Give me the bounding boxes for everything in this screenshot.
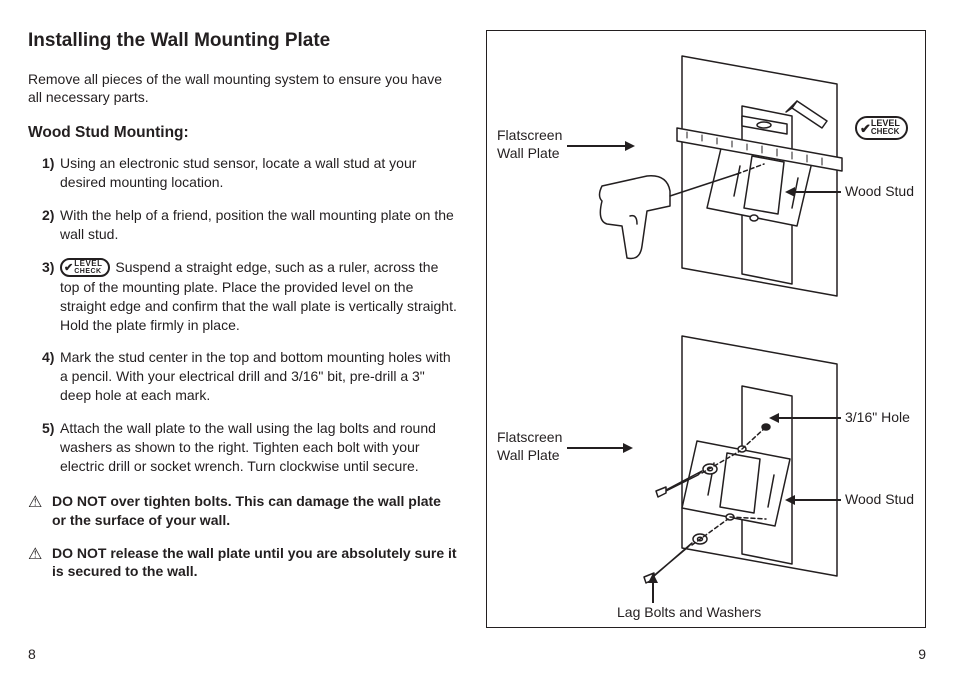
warning-icon: ⚠ <box>28 492 42 514</box>
arrow-icon <box>648 573 658 583</box>
step-2: 2) With the help of a friend, position t… <box>42 206 458 244</box>
label-woodstud-2: Wood Stud <box>845 491 914 509</box>
label-woodstud-1: Wood Stud <box>845 183 914 201</box>
step-text: Suspend a straight edge, such as a ruler… <box>60 259 457 333</box>
step-4: 4) Mark the stud center in the top and b… <box>42 348 458 405</box>
steps-list: 1) Using an electronic stud sensor, loca… <box>28 154 458 489</box>
step-5: 5) Attach the wall plate to the wall usi… <box>42 419 458 476</box>
left-page: Installing the Wall Mounting Plate Remov… <box>28 30 458 662</box>
step-text: Mark the stud center in the top and bott… <box>60 349 451 403</box>
label-hole: 3/16" Hole <box>845 409 910 427</box>
step-3: 3) ✔LEVELCHECK Suspend a straight edge, … <box>42 258 458 334</box>
warning-2: ⚠ DO NOT release the wall plate until yo… <box>28 544 458 582</box>
right-page: ✔LEVELCHECK FlatscreenWall Plate Wood St… <box>486 30 926 662</box>
warning-icon: ⚠ <box>28 544 42 566</box>
warning-text: DO NOT release the wall plate until you … <box>52 545 457 580</box>
step-1: 1) Using an electronic stud sensor, loca… <box>42 154 458 192</box>
intro-text: Remove all pieces of the wall mounting s… <box>28 70 458 106</box>
diagram-top <box>592 46 862 306</box>
arrow-icon <box>785 187 795 197</box>
arrow-line <box>567 447 625 449</box>
step-number: 3) <box>42 258 54 277</box>
arrow-line <box>567 145 627 147</box>
warning-1: ⚠ DO NOT over tighten bolts. This can da… <box>28 492 458 530</box>
level-check-badge-diagram: ✔LEVELCHECK <box>855 116 908 140</box>
page-number-left: 8 <box>28 646 458 662</box>
diagram-container: ✔LEVELCHECK FlatscreenWall Plate Wood St… <box>486 30 926 628</box>
subheading: Wood Stud Mounting: <box>28 124 458 142</box>
arrow-icon <box>769 413 779 423</box>
page-number-right: 9 <box>486 646 926 662</box>
arrow-line <box>777 417 841 419</box>
diagram-bottom <box>592 331 862 611</box>
page-title: Installing the Wall Mounting Plate <box>28 30 458 52</box>
step-number: 4) <box>42 348 54 367</box>
arrow-line <box>652 581 654 603</box>
check-icon: ✔ <box>64 262 73 274</box>
arrow-line <box>793 499 841 501</box>
label-flatscreen-2: FlatscreenWall Plate <box>497 429 562 464</box>
step-number: 5) <box>42 419 54 438</box>
warning-text: DO NOT over tighten bolts. This can dama… <box>52 493 441 528</box>
level-check-badge: ✔LEVELCHECK <box>60 258 110 277</box>
arrow-icon <box>625 141 635 151</box>
arrow-line <box>793 191 841 193</box>
check-icon: ✔ <box>860 121 871 136</box>
step-text: Using an electronic stud sensor, locate … <box>60 155 416 190</box>
step-number: 1) <box>42 154 54 173</box>
arrow-icon <box>623 443 633 453</box>
step-text: With the help of a friend, position the … <box>60 207 454 242</box>
step-text: Attach the wall plate to the wall using … <box>60 420 436 474</box>
label-flatscreen-1: FlatscreenWall Plate <box>497 127 562 162</box>
label-lagbolts: Lag Bolts and Washers <box>617 604 761 622</box>
step-number: 2) <box>42 206 54 225</box>
arrow-icon <box>785 495 795 505</box>
